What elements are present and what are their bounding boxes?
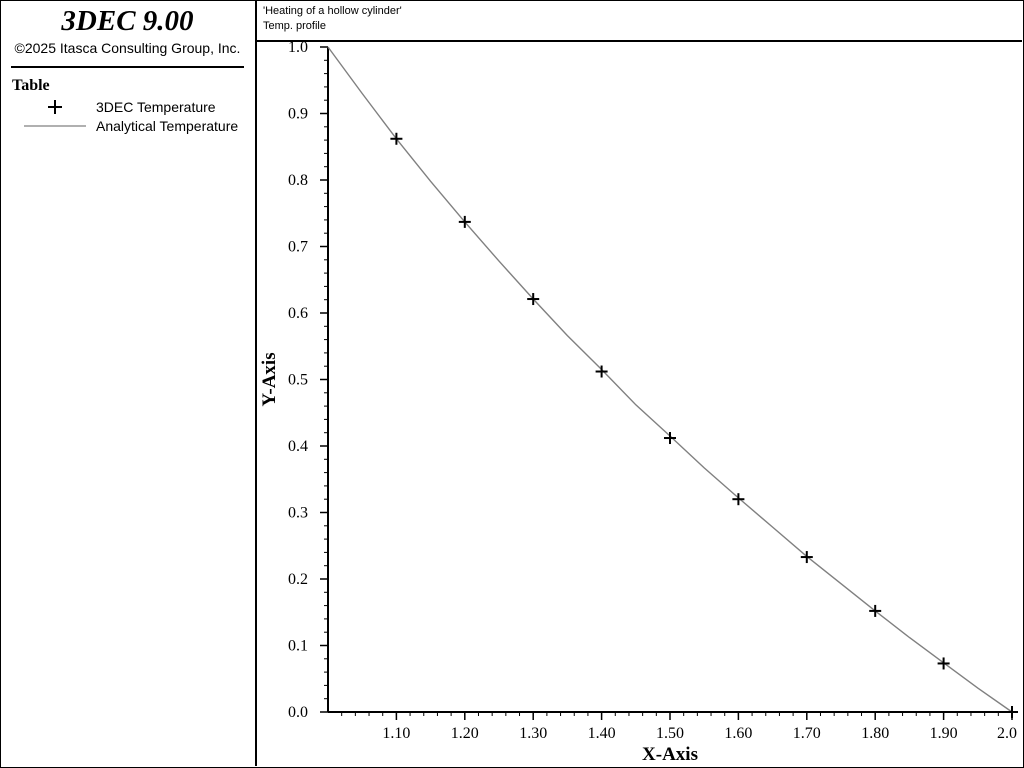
x-tick-label: 1.50 — [656, 725, 684, 742]
data-point-3dec-temperature — [869, 604, 882, 617]
y-tick-label: 1.0 — [288, 42, 308, 56]
data-point-3dec-temperature — [458, 215, 471, 228]
line-segment-icon — [24, 125, 86, 127]
legend-item-analytical-temperature: Analytical Temperature — [0, 116, 255, 136]
y-tick-label: 0.5 — [288, 372, 308, 389]
x-tick-label: 1.40 — [588, 725, 616, 742]
plot-header: 'Heating of a hollow cylinder' Temp. pro… — [257, 0, 1022, 42]
legend-divider — [11, 66, 244, 68]
y-tick-label: 0.6 — [288, 305, 308, 322]
x-tick-label: 1.30 — [519, 725, 547, 742]
y-tick-label: 0.9 — [288, 106, 308, 123]
y-tick-label: 0.1 — [288, 638, 308, 655]
data-point-3dec-temperature — [390, 132, 403, 145]
y-tick-label: 0.7 — [288, 239, 308, 256]
y-tick-label: 0.4 — [288, 438, 308, 455]
data-point-3dec-temperature — [937, 657, 950, 670]
legend-item-3dec-temperature: 3DEC Temperature — [0, 97, 255, 117]
y-tick-label: 0.2 — [288, 571, 308, 588]
axes: 0.0 0.1 0.2 0.3 0.4 0.5 0.6 0.7 0.8 0.9 1.0 1.10 1.2… — [288, 42, 1017, 742]
x-tick-label: 1.70 — [793, 725, 821, 742]
x-tick-label: 1.60 — [724, 725, 752, 742]
x-tick-label: 1.90 — [930, 725, 958, 742]
series-layer — [327, 46, 1018, 718]
plot-title: 'Heating of a hollow cylinder' — [263, 5, 402, 17]
copyright-text: ©2025 Itasca Consulting Group, Inc. — [14, 40, 241, 56]
x-tick-label: 1.20 — [451, 725, 479, 742]
data-point-3dec-temperature — [1006, 706, 1018, 718]
x-tick-label: 2.0 — [997, 725, 1017, 742]
data-point-3dec-temperature — [664, 432, 676, 445]
legend-label: Analytical Temperature — [96, 118, 239, 134]
data-point-3dec-temperature — [732, 493, 745, 506]
legend-panel: 3DEC 9.00 ©2025 Itasca Consulting Group,… — [0, 0, 257, 766]
x-axis-title: X-Axis — [642, 744, 698, 765]
y-tick-label: 0.8 — [288, 172, 308, 189]
chart-plot-area: 0.0 0.1 0.2 0.3 0.4 0.5 0.6 0.7 0.8 0.9 1.0 1.10 1.2… — [259, 42, 1018, 765]
plus-marker-icon — [48, 100, 62, 114]
x-tick-label: 1.80 — [861, 725, 889, 742]
legend-label: 3DEC Temperature — [96, 99, 216, 115]
y-tick-label: 0.3 — [288, 505, 308, 522]
app-title: 3DEC 9.00 — [61, 5, 194, 37]
data-point-3dec-temperature — [595, 365, 608, 378]
legend-title: Table — [12, 77, 50, 94]
y-tick-label: 0.0 — [288, 704, 308, 721]
data-point-3dec-temperature — [527, 293, 540, 306]
y-axis-title: Y-Axis — [259, 352, 280, 406]
x-tick-label: 1.10 — [382, 725, 410, 742]
plot-subtitle: Temp. profile — [263, 20, 326, 32]
series-line-analytical-temperature — [327, 46, 1013, 713]
data-point-3dec-temperature — [800, 551, 813, 564]
